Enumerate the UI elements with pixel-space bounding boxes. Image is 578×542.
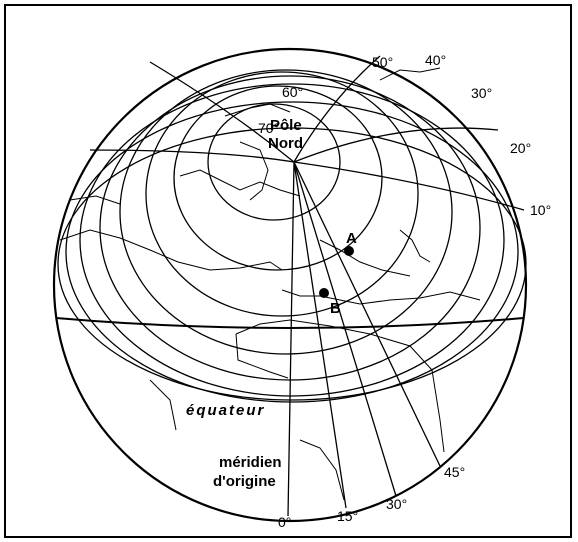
latitude-circles [57, 69, 527, 403]
lon-45-label: 45° [444, 464, 465, 480]
latitude-70 [173, 85, 383, 271]
meridian-back-2 [89, 149, 295, 163]
meridians [89, 55, 525, 517]
point-a-label: A [346, 230, 357, 247]
lon-15-label: 15° [337, 508, 358, 524]
lon-30-bottom-label: 30° [386, 496, 407, 512]
globe-outline [52, 47, 528, 523]
lon-20-label: 20° [510, 140, 531, 156]
equator-line [55, 317, 525, 329]
latitude-10 [57, 127, 527, 401]
latitude-20 [65, 101, 519, 403]
lat-70-label: 70° [258, 120, 279, 136]
prime-meridian-label-line1: méridien [219, 454, 282, 471]
meridian-45-line [293, 161, 441, 467]
pole-label-line2: Nord [268, 135, 303, 152]
latitude-80 [207, 103, 341, 221]
lon-30-top-label: 30° [471, 85, 492, 101]
meridian-back-5 [293, 161, 525, 211]
lat-60-label: 60° [282, 84, 303, 100]
point-b-label: B [330, 300, 341, 317]
equator-label: équateur [186, 402, 265, 419]
lon-50-label: 50° [372, 54, 393, 70]
continent-outlines [59, 67, 481, 501]
latitude-60 [145, 71, 419, 317]
prime-meridian-line [287, 161, 295, 517]
prime-meridian-label-line2: d'origine [213, 473, 276, 490]
lon-40-label: 40° [425, 52, 446, 68]
meridian-back-1 [149, 61, 295, 163]
pole-label-line1: Pôle [270, 117, 302, 134]
figure-frame [4, 4, 572, 538]
meridian-15-line [293, 161, 347, 509]
meridian-back-3 [293, 55, 381, 163]
latitude-50 [119, 69, 453, 355]
lon-10-label: 10° [530, 202, 551, 218]
point-a-marker [344, 246, 354, 256]
latitude-30 [79, 83, 505, 397]
point-b-marker [319, 288, 329, 298]
meridian-back-4 [293, 127, 499, 163]
lon-0-label: 0° [278, 514, 291, 530]
